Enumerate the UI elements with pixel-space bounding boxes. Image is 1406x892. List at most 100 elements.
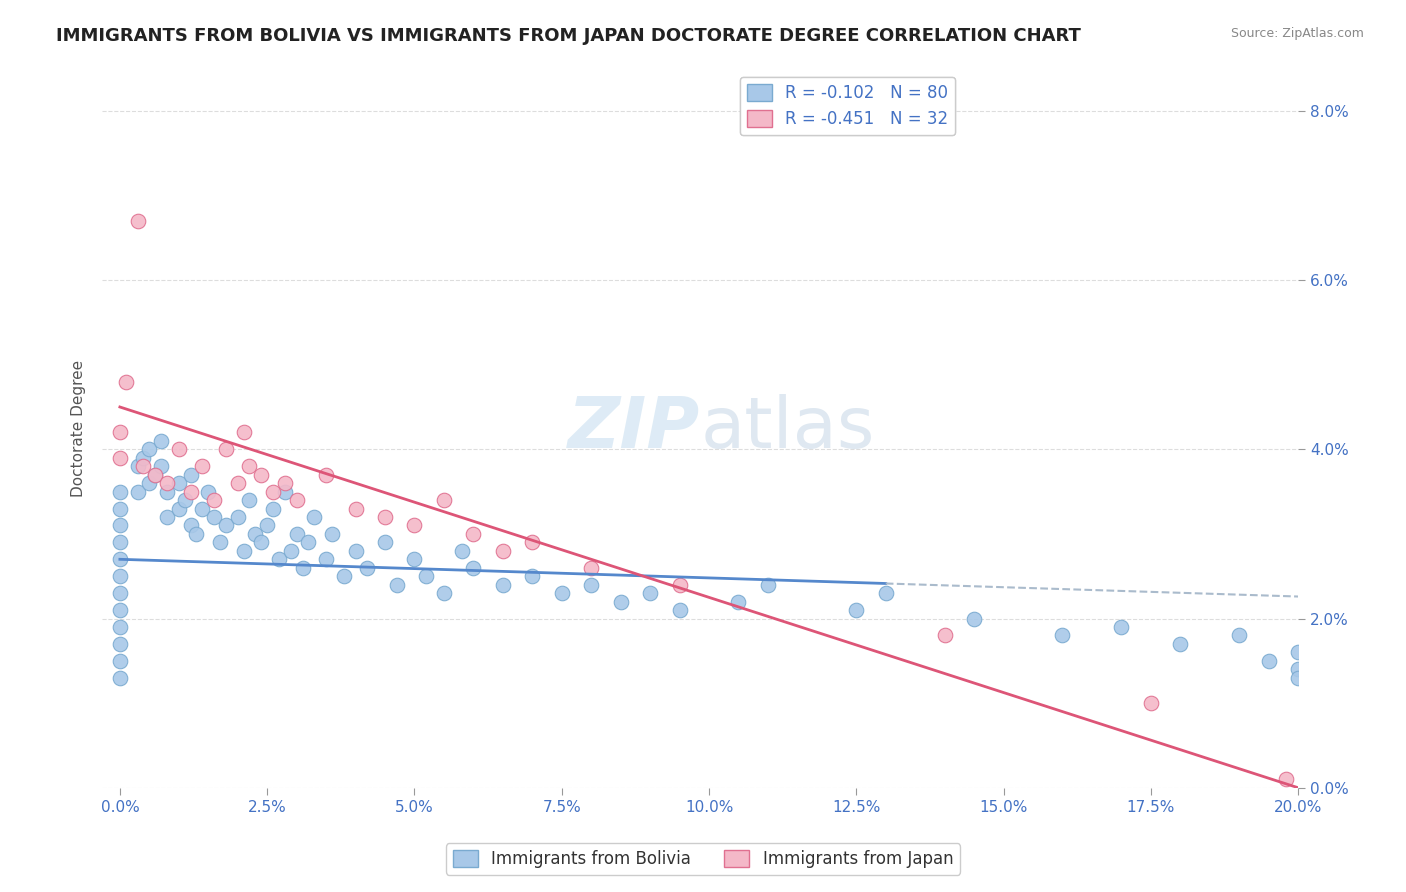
Point [173, 493, 195, 508]
Point [156, 476, 179, 491]
Point [522, 535, 544, 549]
Point [108, 671, 131, 685]
Point [321, 527, 343, 541]
Point [404, 552, 426, 566]
Point [143, 467, 166, 482]
Point [297, 535, 319, 549]
Point [191, 459, 214, 474]
Point [202, 493, 225, 508]
Point [132, 459, 155, 474]
Point [1257, 654, 1279, 668]
Point [108, 501, 131, 516]
Point [156, 510, 179, 524]
Point [404, 518, 426, 533]
Point [385, 577, 408, 591]
Legend: Immigrants from Bolivia, Immigrants from Japan: Immigrants from Bolivia, Immigrants from… [446, 843, 960, 875]
Point [156, 484, 179, 499]
Point [108, 535, 131, 549]
Point [374, 510, 396, 524]
Point [344, 544, 367, 558]
Point [433, 586, 456, 600]
Text: atlas: atlas [700, 393, 875, 463]
Point [167, 442, 190, 457]
Point [492, 544, 515, 558]
Point [1111, 620, 1133, 634]
Point [108, 425, 131, 440]
Point [238, 459, 260, 474]
Point [285, 493, 308, 508]
Point [143, 467, 166, 482]
Point [197, 484, 219, 499]
Point [108, 620, 131, 634]
Point [180, 484, 202, 499]
Point [267, 552, 290, 566]
Point [232, 425, 254, 440]
Point [226, 510, 249, 524]
Point [108, 654, 131, 668]
Point [356, 560, 378, 574]
Point [250, 467, 273, 482]
Point [638, 586, 661, 600]
Point [167, 501, 190, 516]
Point [274, 484, 297, 499]
Point [668, 577, 690, 591]
Point [127, 459, 149, 474]
Point [108, 450, 131, 465]
Point [167, 476, 190, 491]
Point [1286, 662, 1309, 676]
Point [138, 442, 160, 457]
Point [609, 594, 631, 608]
Point [579, 560, 602, 574]
Point [262, 501, 284, 516]
Point [344, 501, 367, 516]
Point [551, 586, 574, 600]
Text: ZIP: ZIP [568, 393, 700, 463]
Point [108, 518, 131, 533]
Text: IMMIGRANTS FROM BOLIVIA VS IMMIGRANTS FROM JAPAN DOCTORATE DEGREE CORRELATION CH: IMMIGRANTS FROM BOLIVIA VS IMMIGRANTS FR… [56, 27, 1081, 45]
Point [138, 476, 160, 491]
Point [215, 442, 238, 457]
Point [232, 544, 254, 558]
Point [875, 586, 897, 600]
Point [245, 527, 267, 541]
Point [132, 450, 155, 465]
Point [315, 467, 337, 482]
Point [522, 569, 544, 583]
Point [108, 569, 131, 583]
Point [1052, 628, 1074, 642]
Point [202, 510, 225, 524]
Point [1227, 628, 1250, 642]
Point [215, 518, 238, 533]
Point [934, 628, 956, 642]
Point [756, 577, 779, 591]
Point [374, 535, 396, 549]
Point [127, 484, 149, 499]
Point [285, 527, 308, 541]
Point [492, 577, 515, 591]
Point [332, 569, 354, 583]
Point [1168, 637, 1191, 651]
Point [291, 560, 314, 574]
Point [433, 493, 456, 508]
Point [180, 518, 202, 533]
Point [108, 637, 131, 651]
Point [256, 518, 278, 533]
Point [727, 594, 749, 608]
Point [250, 535, 273, 549]
Point [1140, 696, 1163, 710]
Point [450, 544, 472, 558]
Point [127, 214, 149, 228]
Point [238, 493, 260, 508]
Point [180, 467, 202, 482]
Point [108, 484, 131, 499]
Point [845, 603, 868, 617]
Point [108, 552, 131, 566]
Point [304, 510, 326, 524]
Y-axis label: Doctorate Degree: Doctorate Degree [72, 359, 86, 497]
Point [191, 501, 214, 516]
Point [1286, 645, 1309, 659]
Point [262, 484, 284, 499]
Point [186, 527, 208, 541]
Point [274, 476, 297, 491]
Point [668, 603, 690, 617]
